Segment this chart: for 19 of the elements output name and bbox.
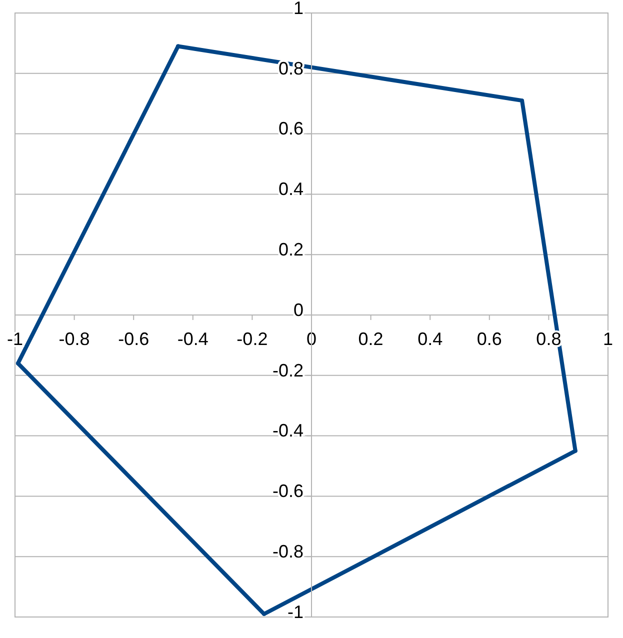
x-tick-label: 0.4	[418, 328, 443, 349]
x-tick-label: 1	[602, 328, 614, 349]
y-tick-label: 0.4	[278, 179, 304, 200]
y-tick-label: 1	[293, 0, 304, 18]
y-tick-label: -0.8	[272, 542, 304, 562]
y-tick-label: 0.2	[278, 240, 304, 260]
x-tick-label: 0.2	[358, 328, 384, 349]
x-tick-label: -0.4	[177, 328, 208, 349]
x-tick-label: -1	[6, 328, 24, 349]
y-tick-label: 0.6	[278, 118, 304, 139]
x-tick-label: 0.6	[476, 328, 502, 349]
x-tick-label: -0.2	[236, 328, 268, 349]
y-tick-label: -1	[287, 602, 304, 622]
x-tick-label: -0.6	[118, 328, 150, 349]
y-tick-label: -0.4	[272, 420, 304, 441]
y-tick-label: -0.6	[272, 481, 304, 502]
x-tick-label: -0.8	[58, 328, 90, 349]
y-tick-label: 0	[293, 300, 304, 320]
y-tick-label: -0.2	[272, 360, 304, 380]
